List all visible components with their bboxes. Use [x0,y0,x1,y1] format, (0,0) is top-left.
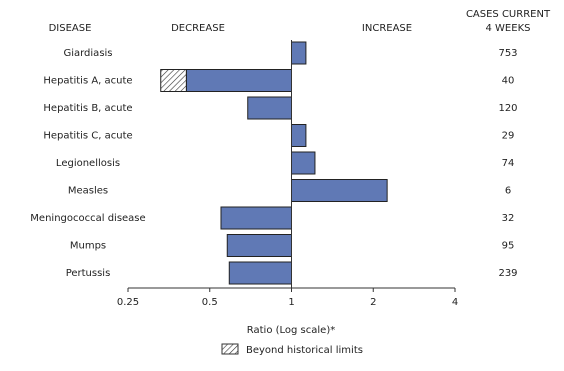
category-label: Giardiasis [63,48,112,59]
bar [291,124,307,147]
header-cases: 4 WEEKS [486,23,531,34]
category-label: Mumps [70,241,106,252]
bar [220,206,292,230]
category-label: Measles [68,186,108,197]
bar [291,41,307,65]
x-tick-label: 1 [288,297,294,308]
legend-swatch [221,343,239,355]
header-decrease: DECREASE [171,23,225,34]
cases-label: 239 [498,268,517,279]
cases-label: 32 [502,213,515,224]
category-label: Legionellosis [56,158,120,169]
x-tick-label: 4 [452,297,458,308]
cases-label: 40 [502,76,515,87]
legend-label: Beyond historical limits [246,345,363,356]
category-label: Hepatitis B, acute [43,103,132,114]
bar [247,96,293,120]
x-tick-label: 0.25 [117,297,139,308]
category-label: Hepatitis C, acute [43,131,132,142]
header-increase: INCREASE [362,23,412,34]
category-label: Hepatitis A, acute [43,76,132,87]
cases-label: 95 [502,241,515,252]
bar [291,179,388,202]
cases-label: 120 [498,103,517,114]
x-tick-label: 2 [370,297,376,308]
header-disease: DISEASE [49,23,92,34]
cases-label: 29 [502,131,515,142]
category-label: Meningococcal disease [30,213,145,224]
bar [185,69,292,92]
header-cases: CASES CURRENT [466,9,551,20]
category-label: Pertussis [66,268,111,279]
x-axis-label: Ratio (Log scale)* [247,325,335,336]
cases-label: 753 [498,48,517,59]
x-tick-label: 0.5 [202,297,218,308]
bar [226,234,292,257]
cases-label: 6 [505,186,511,197]
bar-beyond-limits [160,69,187,92]
bar [228,261,293,285]
cases-label: 74 [502,158,515,169]
bar [291,151,316,175]
